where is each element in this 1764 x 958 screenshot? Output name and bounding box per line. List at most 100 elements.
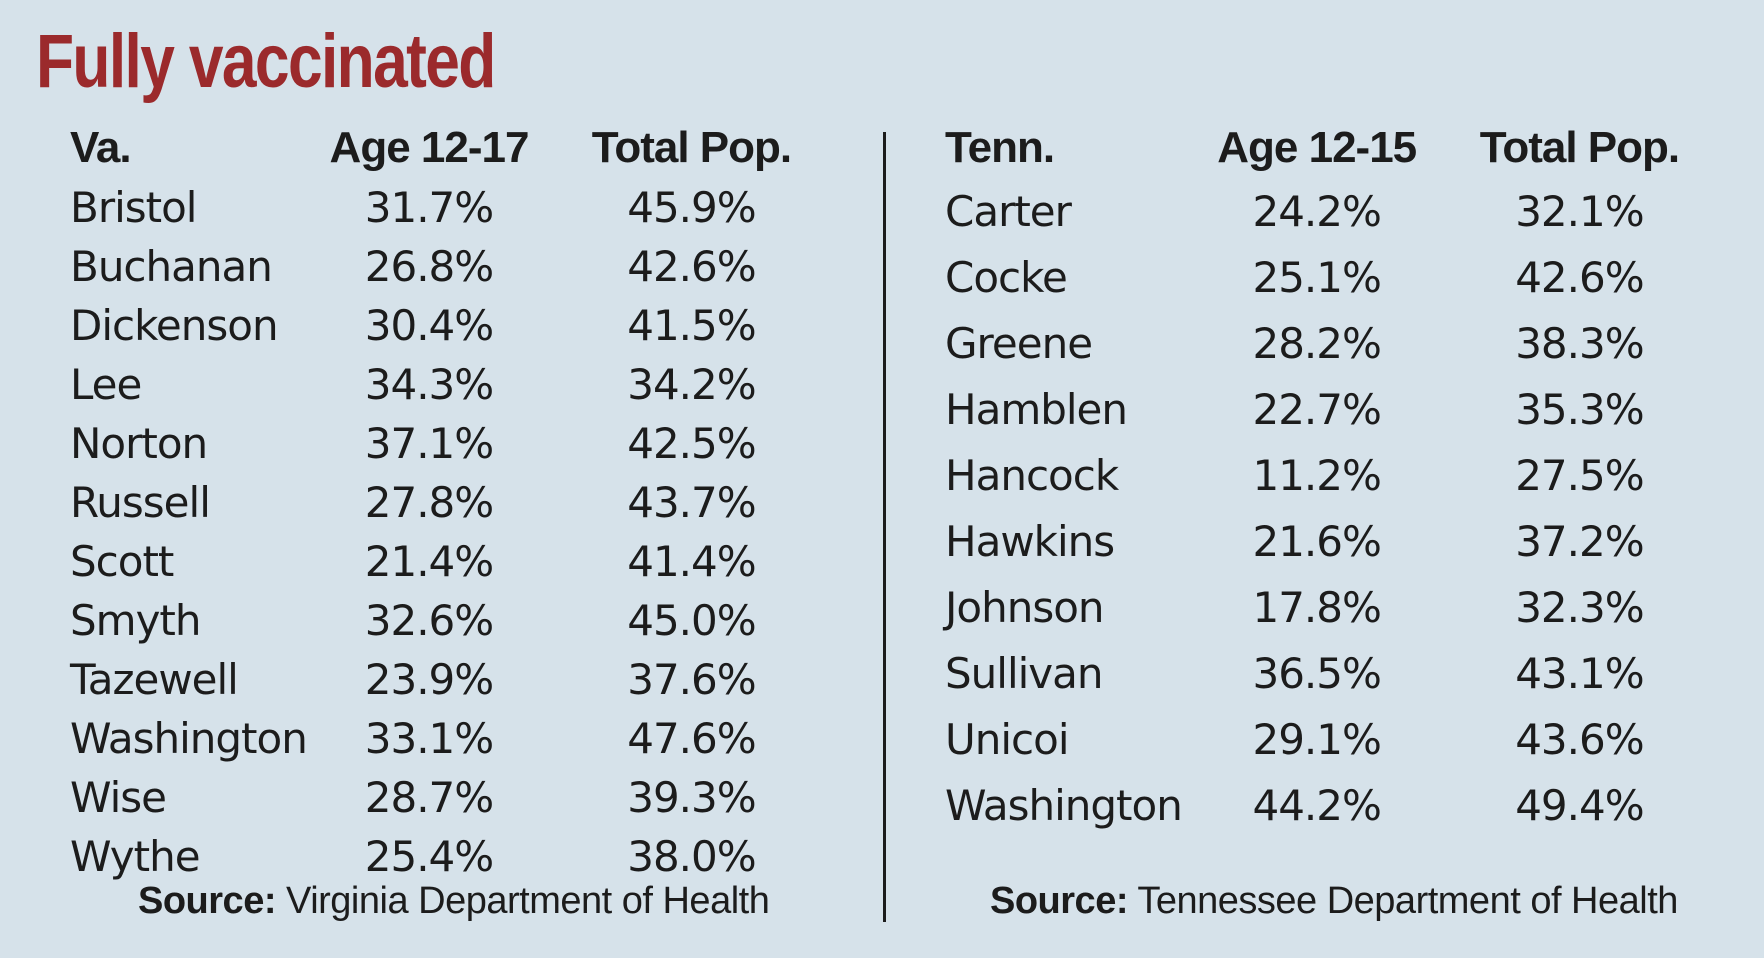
tennessee-county-name: Hamblen	[945, 384, 1128, 434]
virginia-col-header-region: Va.	[70, 123, 132, 172]
tennessee-table-row: Hamblen 22.7% 35.3%	[945, 376, 1725, 442]
virginia-total-value: 41.4%	[627, 537, 756, 586]
virginia-county-name: Bristol	[70, 183, 197, 232]
virginia-total-value: 43.7%	[627, 478, 756, 527]
virginia-age-value: 30.4%	[364, 301, 494, 350]
virginia-age-value: 21.4%	[364, 537, 494, 586]
virginia-table-row: Washington 33.1% 47.6%	[70, 709, 840, 768]
tennessee-source-text: Tennessee Department of Health	[1137, 880, 1678, 922]
tennessee-table-row: Hawkins 21.6% 37.2%	[945, 508, 1725, 574]
virginia-age-value: 27.8%	[364, 478, 494, 527]
virginia-table-row: Russell 27.8% 43.7%	[70, 473, 840, 532]
virginia-age-value: 28.7%	[364, 773, 494, 822]
virginia-total-value: 42.5%	[627, 419, 756, 468]
tennessee-total-value: 49.4%	[1515, 780, 1644, 830]
virginia-table-row: Tazewell 23.9% 37.6%	[70, 650, 840, 709]
virginia-table-row: Norton 37.1% 42.5%	[70, 414, 840, 473]
virginia-table-row: Smyth 32.6% 45.0%	[70, 591, 840, 650]
tennessee-county-name: Unicoi	[945, 714, 1069, 764]
virginia-total-value: 45.9%	[627, 183, 756, 232]
virginia-county-name: Lee	[70, 360, 142, 409]
tennessee-table-row: Washington 44.2% 49.4%	[945, 772, 1725, 838]
virginia-col-header-total: Total Pop.	[591, 123, 792, 172]
virginia-table: Va. Age 12-17 Total Pop. Bristol 31.7% 45.…	[70, 118, 840, 886]
tennessee-total-value: 43.1%	[1515, 648, 1644, 698]
tennessee-county-name: Hancock	[945, 450, 1119, 500]
tennessee-source-label: Source:	[990, 880, 1128, 922]
tennessee-table-row: Hancock 11.2% 27.5%	[945, 442, 1725, 508]
virginia-total-value: 45.0%	[627, 596, 756, 645]
virginia-county-name: Tazewell	[70, 655, 239, 704]
tennessee-total-value: 42.6%	[1515, 252, 1644, 302]
virginia-table-row: Lee 34.3% 34.2%	[70, 355, 840, 414]
tennessee-table: Tenn. Age 12-15 Total Pop. Carter 24.2% 32…	[945, 118, 1725, 838]
virginia-total-value: 39.3%	[627, 773, 756, 822]
tennessee-table-row: Johnson 17.8% 32.3%	[945, 574, 1725, 640]
virginia-age-value: 33.1%	[364, 714, 494, 763]
virginia-table-body: Bristol 31.7% 45.9% Buchanan 26.8% 42.6% Dicke…	[70, 178, 840, 886]
virginia-table-row: Dickenson 30.4% 41.5%	[70, 296, 840, 355]
tennessee-county-name: Cocke	[945, 252, 1068, 302]
virginia-age-value: 26.8%	[364, 242, 494, 291]
virginia-source-label: Source:	[138, 880, 276, 922]
virginia-table-row: Wythe 25.4% 38.0%	[70, 827, 840, 886]
virginia-county-name: Norton	[70, 419, 208, 468]
tennessee-county-name: Carter	[945, 186, 1072, 236]
tennessee-table-row: Cocke 25.1% 42.6%	[945, 244, 1725, 310]
virginia-table-row: Wise 28.7% 39.3%	[70, 768, 840, 827]
tennessee-county-name: Washington	[945, 780, 1183, 830]
virginia-source-text: Virginia Department of Health	[286, 880, 770, 922]
tennessee-age-value: 11.2%	[1252, 450, 1381, 500]
tennessee-table-row: Sullivan 36.5% 43.1%	[945, 640, 1725, 706]
virginia-county-name: Russell	[70, 478, 211, 527]
tennessee-total-value: 32.3%	[1515, 582, 1644, 632]
virginia-header-row: Va. Age 12-17 Total Pop.	[70, 118, 840, 178]
tennessee-panel: Tenn. Age 12-15 Total Pop. Carter 24.2% 32…	[945, 118, 1725, 838]
panel-divider	[883, 132, 886, 922]
tennessee-age-value: 22.7%	[1252, 384, 1381, 434]
virginia-total-value: 42.6%	[627, 242, 756, 291]
tennessee-age-value: 44.2%	[1252, 780, 1381, 830]
tennessee-col-header-region: Tenn.	[945, 123, 1055, 172]
virginia-panel: Va. Age 12-17 Total Pop. Bristol 31.7% 45.…	[70, 118, 840, 886]
virginia-age-value: 31.7%	[364, 183, 494, 232]
tennessee-total-value: 37.2%	[1515, 516, 1644, 566]
virginia-age-value: 32.6%	[364, 596, 494, 645]
virginia-total-value: 41.5%	[627, 301, 756, 350]
tennessee-age-value: 17.8%	[1252, 582, 1381, 632]
virginia-county-name: Wise	[70, 773, 167, 822]
tennessee-county-name: Hawkins	[945, 516, 1115, 566]
virginia-county-name: Buchanan	[70, 242, 273, 291]
tennessee-age-value: 21.6%	[1252, 516, 1381, 566]
tennessee-table-row: Greene 28.2% 38.3%	[945, 310, 1725, 376]
tennessee-header-row: Tenn. Age 12-15 Total Pop.	[945, 118, 1725, 178]
tennessee-table-row: Carter 24.2% 32.1%	[945, 178, 1725, 244]
tennessee-age-value: 36.5%	[1252, 648, 1381, 698]
virginia-age-value: 37.1%	[364, 419, 494, 468]
virginia-age-value: 23.9%	[364, 655, 494, 704]
virginia-county-name: Wythe	[70, 832, 201, 881]
virginia-age-value: 25.4%	[364, 832, 494, 881]
tennessee-age-value: 28.2%	[1252, 318, 1381, 368]
tennessee-total-value: 43.6%	[1515, 714, 1644, 764]
tennessee-table-row: Unicoi 29.1% 43.6%	[945, 706, 1725, 772]
virginia-county-name: Scott	[70, 537, 174, 586]
tennessee-col-header-total: Total Pop.	[1479, 123, 1680, 172]
virginia-total-value: 47.6%	[627, 714, 756, 763]
tennessee-total-value: 38.3%	[1515, 318, 1644, 368]
virginia-county-name: Washington	[70, 714, 308, 763]
tennessee-total-value: 27.5%	[1515, 450, 1644, 500]
virginia-col-header-age: Age 12-17	[329, 123, 530, 172]
tennessee-county-name: Sullivan	[945, 648, 1103, 698]
virginia-total-value: 37.6%	[627, 655, 756, 704]
tennessee-age-value: 29.1%	[1252, 714, 1381, 764]
tennessee-county-name: Johnson	[945, 582, 1105, 632]
tennessee-table-body: Carter 24.2% 32.1% Cocke 25.1% 42.6% Greene 28.…	[945, 178, 1725, 838]
tennessee-col-header-age: Age 12-15	[1217, 123, 1417, 172]
chart-title: Fully vaccinated	[36, 19, 496, 104]
virginia-table-row: Buchanan 26.8% 42.6%	[70, 237, 840, 296]
virginia-source: Source: Virginia Department of Health	[138, 880, 770, 923]
tennessee-total-value: 32.1%	[1515, 186, 1644, 236]
tennessee-age-value: 24.2%	[1252, 186, 1381, 236]
virginia-age-value: 34.3%	[364, 360, 494, 409]
